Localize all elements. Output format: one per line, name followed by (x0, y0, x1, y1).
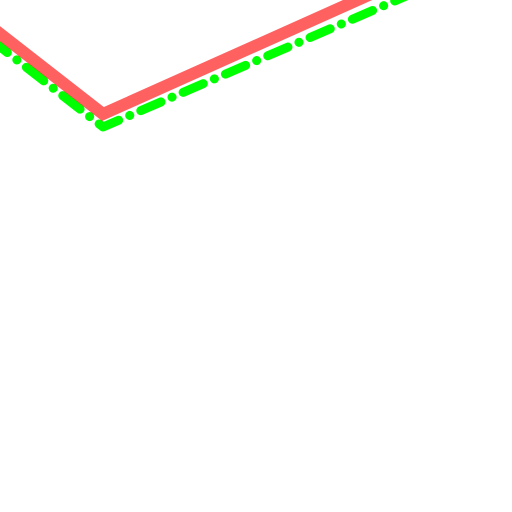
solid-line (0, 0, 373, 121)
dash-dot-line (0, 0, 409, 132)
